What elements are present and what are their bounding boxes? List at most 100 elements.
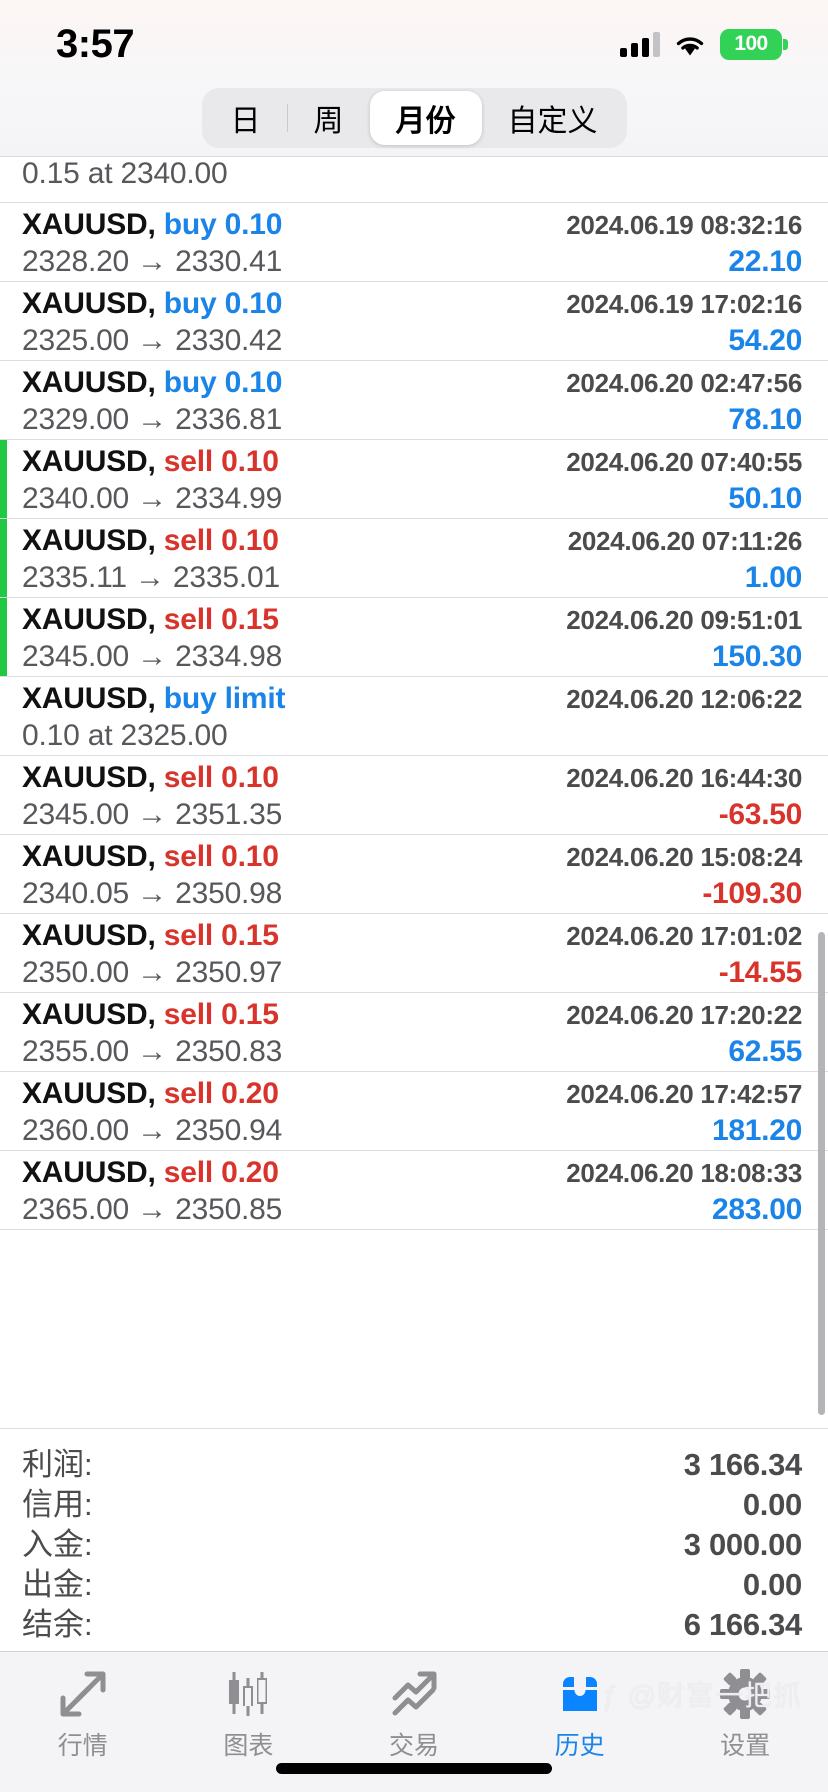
status-bar-indicators: 100	[620, 28, 788, 60]
table-row[interactable]: XAUUSD, sell 0.10 2024.06.20 07:11:26 2335…	[0, 519, 828, 598]
quotes-arrows-icon	[57, 1666, 109, 1722]
trade-timestamp: 2024.06.20 18:08:33	[566, 1158, 802, 1188]
table-row[interactable]: XAUUSD, sell 0.20 2024.06.20 18:08:33 2365…	[0, 1151, 828, 1230]
tab-label-quotes: 行情	[57, 1732, 108, 1760]
trade-symbol-action: XAUUSD, sell 0.20	[22, 1077, 279, 1110]
table-row[interactable]: XAUUSD, buy 0.10 2024.06.19 17:02:16 2325.…	[0, 282, 828, 361]
trade-timestamp: 2024.06.20 02:47:56	[566, 368, 802, 398]
trade-price-range: 2350.00 → 2350.97	[22, 955, 283, 989]
table-row[interactable]: XAUUSD, sell 0.15 2024.06.20 17:20:22 2355…	[0, 993, 828, 1072]
trade-symbol-action: XAUUSD, sell 0.10	[22, 761, 279, 794]
trade-price-range: 2360.00 → 2350.94	[22, 1113, 283, 1147]
trade-symbol-action: XAUUSD, sell 0.10	[22, 840, 279, 873]
trade-trendline-icon	[388, 1666, 440, 1722]
table-row[interactable]: XAUUSD, sell 0.15 2024.06.20 17:01:02 2350…	[0, 914, 828, 993]
summary-value: 6 166.34	[683, 1607, 803, 1642]
trade-profit: -14.55	[718, 955, 803, 989]
pending-order-detail: 0.15 at 2340.00	[22, 157, 228, 190]
trade-profit: 1.00	[744, 560, 803, 594]
bottom-tab-bar[interactable]: 行情 图表	[0, 1652, 828, 1792]
cellular-signal-icon	[620, 31, 660, 57]
list-scrollbar[interactable]	[818, 932, 825, 1415]
row-status-marker	[0, 519, 7, 597]
trade-price-range: 2328.20 → 2330.41	[22, 244, 283, 278]
trade-profit: 181.20	[712, 1113, 802, 1147]
trade-timestamp: 2024.06.20 16:44:30	[566, 763, 802, 793]
trade-profit: 283.00	[712, 1192, 802, 1226]
segment-divider	[286, 104, 288, 132]
trade-symbol-action: XAUUSD, sell 0.15	[22, 998, 279, 1031]
table-row[interactable]: XAUUSD, sell 0.10 2024.06.20 15:08:24 2340…	[0, 835, 828, 914]
table-row[interactable]: XAUUSD, sell 0.10 2024.06.20 16:44:30 2345…	[0, 756, 828, 835]
trade-timestamp: 2024.06.20 07:40:55	[566, 447, 802, 477]
trade-symbol-action: XAUUSD, sell 0.10	[22, 524, 279, 557]
status-bar: 3:57 100	[0, 0, 828, 88]
period-option-custom[interactable]: 自定义	[507, 105, 598, 138]
trade-symbol-action: XAUUSD, sell 0.15	[22, 919, 279, 952]
table-row[interactable]: XAUUSD, sell 0.20 2024.06.20 17:42:57 2360…	[0, 1072, 828, 1151]
period-filter-bar: 日 周 月份 自定义	[0, 88, 828, 156]
summary-row: 利润: 3 166.34	[22, 1439, 802, 1482]
trade-symbol-action: XAUUSD, buy 0.10	[22, 208, 283, 241]
battery-percent-label: 100	[734, 32, 768, 55]
trade-timestamp: 2024.06.20 09:51:01	[566, 605, 802, 635]
trade-price-range: 2345.00 → 2351.35	[22, 797, 283, 831]
trade-profit: 150.30	[712, 639, 802, 673]
tab-history[interactable]: 历史	[500, 1666, 660, 1762]
tab-label-history: 历史	[554, 1732, 605, 1760]
period-segmented-control[interactable]: 日 周 月份 自定义	[201, 88, 627, 148]
status-bar-clock: 3:57	[56, 21, 135, 66]
trade-price-range: 2340.05 → 2350.98	[22, 876, 283, 910]
trade-price-range: 2355.00 → 2350.83	[22, 1034, 283, 1068]
trade-timestamp: 2024.06.19 08:32:16	[566, 210, 802, 240]
trade-symbol-action: XAUUSD, buy 0.10	[22, 287, 283, 320]
period-option-month[interactable]: 月份	[369, 91, 482, 145]
summary-row: 信用: 0.00	[22, 1479, 802, 1522]
trade-profit: -109.30	[702, 876, 802, 910]
tab-charts[interactable]: 图表	[168, 1666, 328, 1762]
trade-timestamp: 2024.06.20 17:01:02	[566, 921, 802, 951]
tab-quotes[interactable]: 行情	[3, 1666, 163, 1762]
summary-label: 出金:	[22, 1567, 93, 1602]
gear-icon	[719, 1666, 771, 1722]
summary-label: 信用:	[22, 1487, 93, 1522]
table-row[interactable]: XAUUSD, buy limit 2024.06.20 12:06:22 0.10…	[0, 677, 828, 756]
tab-trade[interactable]: 交易	[334, 1666, 494, 1762]
trade-profit: 62.55	[728, 1034, 802, 1068]
summary-value: 0.00	[742, 1487, 802, 1522]
trade-symbol-action: XAUUSD, sell 0.20	[22, 1156, 279, 1189]
trade-symbol-action: XAUUSD, buy 0.10	[22, 366, 283, 399]
trade-price-range: 2335.11 → 2335.01	[22, 560, 280, 594]
home-indicator	[276, 1763, 552, 1774]
trade-price-range: 2345.00 → 2334.98	[22, 639, 283, 673]
table-row[interactable]: XAUUSD, buy 0.10 2024.06.20 02:47:56 2329.…	[0, 361, 828, 440]
table-row[interactable]: XAUUSD, buy 0.10 2024.06.19 08:32:16 2328.…	[0, 203, 828, 282]
history-list[interactable]: 0.15 at 2340.00 XAUUSD, buy 0.10 2024.06.…	[0, 156, 828, 1428]
pending-order-detail: 0.10 at 2325.00	[22, 718, 228, 752]
table-row[interactable]: XAUUSD, sell 0.10 2024.06.20 07:40:55 2340…	[0, 440, 828, 519]
trade-price-range: 2325.00 → 2330.42	[22, 323, 283, 357]
trade-timestamp: 2024.06.20 12:06:22	[566, 684, 802, 714]
trade-price-range: 2329.00 → 2336.81	[22, 402, 283, 436]
trade-profit: 54.20	[728, 323, 802, 357]
summary-label: 利润:	[22, 1447, 93, 1482]
period-option-week[interactable]: 周	[313, 105, 344, 138]
trade-symbol-action: XAUUSD, sell 0.10	[22, 445, 279, 478]
period-option-day[interactable]: 日	[230, 105, 261, 138]
summary-label: 结余:	[22, 1607, 93, 1642]
account-summary: 利润: 3 166.34 信用: 0.00 入金: 3 000.00 出金: 0.00 结余: 6…	[0, 1428, 828, 1652]
tab-settings[interactable]: 设置	[665, 1666, 825, 1762]
trade-profit: 50.10	[728, 481, 802, 515]
summary-value: 3 000.00	[683, 1527, 803, 1562]
table-row[interactable]: XAUUSD, sell 0.15 2024.06.20 09:51:01 2345…	[0, 598, 828, 677]
summary-row: 结余: 6 166.34	[22, 1599, 802, 1642]
battery-icon: 100	[720, 28, 788, 60]
trade-profit: 22.10	[728, 244, 802, 278]
trade-price-range: 2340.00 → 2334.99	[22, 481, 283, 515]
summary-row: 入金: 3 000.00	[22, 1519, 802, 1562]
trade-profit: 78.10	[728, 402, 802, 436]
trade-price-range: 2365.00 → 2350.85	[22, 1192, 283, 1226]
list-item-clipped[interactable]: 0.15 at 2340.00	[0, 157, 828, 203]
trade-timestamp: 2024.06.20 17:42:57	[566, 1079, 802, 1109]
